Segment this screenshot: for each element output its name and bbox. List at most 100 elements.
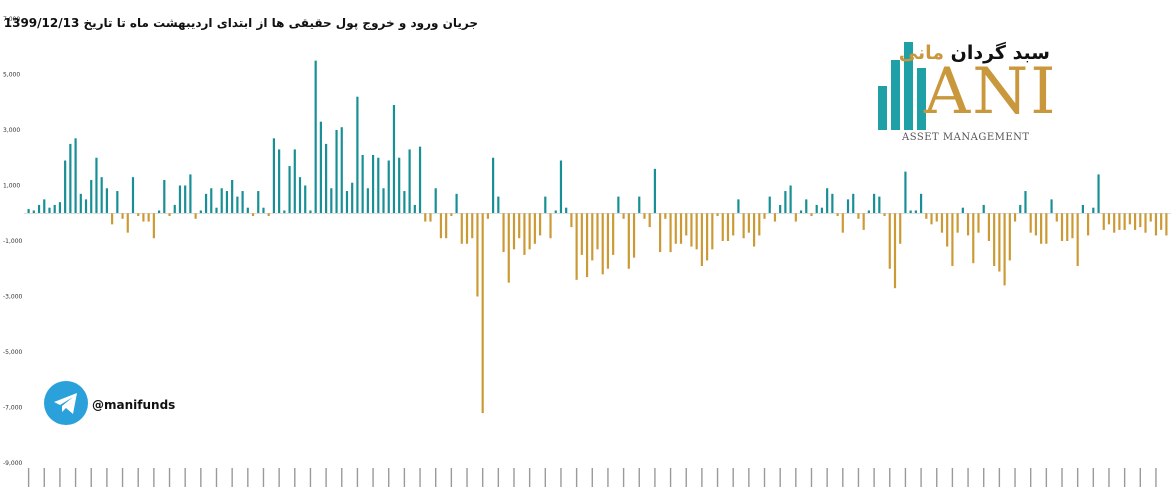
y-tick-label: 5,000 <box>3 72 20 79</box>
bar <box>330 188 333 214</box>
bar <box>325 143 328 214</box>
bar <box>549 213 552 239</box>
bar <box>815 204 818 214</box>
bar <box>867 210 870 214</box>
bar <box>1149 213 1152 222</box>
bar <box>293 149 296 214</box>
bar <box>371 154 375 214</box>
bar <box>591 213 594 261</box>
bar <box>888 213 891 269</box>
bar <box>126 213 129 233</box>
bar <box>361 154 364 214</box>
bar <box>601 213 604 275</box>
x-axis <box>27 468 1157 487</box>
bar <box>319 121 322 214</box>
bar <box>173 204 176 214</box>
bar <box>538 213 542 236</box>
bar <box>1144 213 1147 233</box>
bar <box>721 213 724 241</box>
bar <box>580 213 583 255</box>
bar <box>565 207 568 214</box>
bar <box>199 210 202 214</box>
bar <box>878 196 881 214</box>
bar <box>236 196 239 214</box>
bar <box>476 213 479 297</box>
bar <box>951 213 954 266</box>
bar <box>445 213 448 239</box>
y-tick-label: -3,000 <box>3 294 23 301</box>
bar <box>1097 174 1100 214</box>
bar <box>518 213 521 239</box>
bar <box>1013 213 1017 222</box>
bar <box>612 213 615 255</box>
bar <box>471 213 474 239</box>
bar <box>982 204 985 214</box>
bar <box>706 213 709 261</box>
bar <box>794 213 797 222</box>
bar <box>820 207 824 214</box>
bar <box>810 213 813 217</box>
bar <box>737 199 740 214</box>
bar <box>993 213 996 266</box>
bar <box>241 191 244 214</box>
bar <box>298 177 302 214</box>
bar <box>178 185 182 214</box>
bar <box>1165 213 1168 236</box>
bar <box>632 213 636 258</box>
bar <box>95 157 98 214</box>
logo-persian-name-accent: مانی <box>898 42 944 64</box>
bar <box>64 160 67 214</box>
bar <box>1160 213 1163 230</box>
bar <box>345 191 349 214</box>
bar <box>272 138 275 214</box>
bar <box>1050 199 1053 214</box>
bar <box>512 213 516 250</box>
bar <box>204 193 208 214</box>
bar <box>789 185 792 214</box>
bar <box>883 213 886 217</box>
bar <box>283 210 286 214</box>
bar <box>523 213 526 255</box>
bar <box>152 213 155 239</box>
bar <box>653 168 656 214</box>
y-tick-label: 1,000 <box>3 183 20 190</box>
bar <box>58 202 62 214</box>
bar <box>403 191 406 214</box>
bar <box>669 213 672 253</box>
bar <box>857 213 860 219</box>
bar <box>387 160 390 214</box>
bar <box>711 213 714 250</box>
bar <box>121 213 124 219</box>
bar <box>424 213 427 222</box>
bar <box>862 213 865 230</box>
bar <box>79 193 82 214</box>
bar <box>716 213 719 217</box>
bar <box>998 213 1001 272</box>
bar <box>617 196 620 214</box>
bar <box>914 210 917 214</box>
bar <box>966 213 970 236</box>
bar <box>74 138 77 214</box>
bar <box>1139 213 1142 228</box>
bar <box>69 143 72 214</box>
bar <box>309 210 312 214</box>
bar <box>622 213 625 219</box>
y-tick-label: -5,000 <box>3 349 23 356</box>
bar <box>366 188 369 214</box>
bar <box>873 193 876 214</box>
bar <box>335 130 338 214</box>
bar <box>784 191 787 214</box>
bar <box>638 196 641 214</box>
bar <box>53 204 56 214</box>
bar <box>1045 213 1048 244</box>
logo-bars-icon <box>878 42 926 130</box>
bar <box>131 177 135 214</box>
bar <box>48 207 51 214</box>
bar <box>486 213 489 219</box>
bar <box>220 188 223 214</box>
bar <box>846 199 850 214</box>
bar <box>977 213 980 233</box>
bar <box>773 213 777 222</box>
bar <box>836 213 839 217</box>
bar <box>1107 213 1111 225</box>
